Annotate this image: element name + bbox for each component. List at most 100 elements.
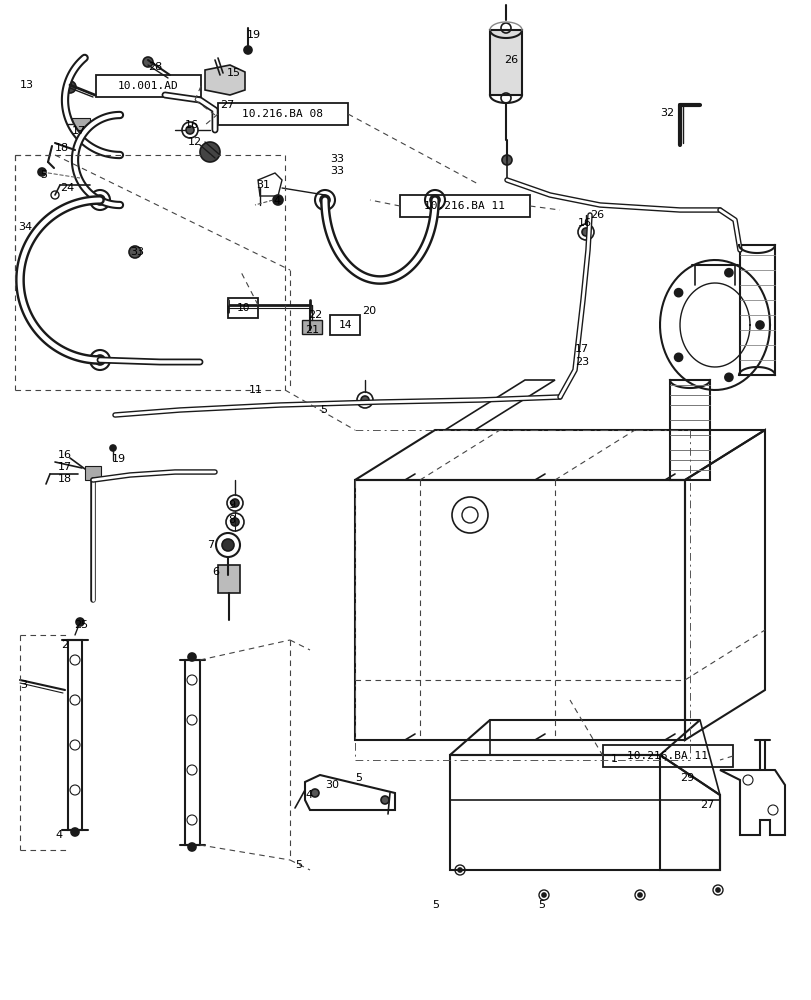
Text: 27: 27 — [699, 800, 714, 810]
Circle shape — [674, 289, 682, 297]
Text: 5: 5 — [431, 900, 439, 910]
Text: 26: 26 — [504, 55, 517, 65]
Text: 11: 11 — [249, 385, 263, 395]
Text: 30: 30 — [324, 780, 338, 790]
Circle shape — [64, 81, 76, 93]
Bar — [302, 320, 322, 334]
Text: 19: 19 — [247, 30, 261, 40]
Circle shape — [320, 195, 329, 205]
Circle shape — [311, 789, 319, 797]
Text: 18: 18 — [55, 143, 69, 153]
Polygon shape — [204, 65, 245, 95]
Circle shape — [95, 355, 105, 365]
Circle shape — [380, 796, 388, 804]
Text: 16: 16 — [185, 120, 199, 130]
Text: 7: 7 — [207, 540, 214, 550]
Circle shape — [501, 155, 512, 165]
Circle shape — [188, 653, 195, 661]
Text: 17: 17 — [58, 462, 72, 472]
Text: 12: 12 — [188, 137, 202, 147]
Text: 14: 14 — [338, 320, 351, 330]
Bar — [96, 75, 201, 97]
Circle shape — [272, 195, 283, 205]
Text: 16: 16 — [58, 450, 72, 460]
Circle shape — [457, 868, 461, 872]
Circle shape — [306, 326, 314, 334]
Text: 25: 25 — [74, 620, 88, 630]
Circle shape — [715, 888, 719, 892]
Text: 15: 15 — [227, 68, 241, 78]
Circle shape — [755, 321, 763, 329]
Text: 19: 19 — [112, 454, 126, 464]
Text: 4: 4 — [55, 830, 62, 840]
Bar — [669, 380, 709, 480]
Circle shape — [361, 396, 368, 404]
Text: 24: 24 — [60, 183, 74, 193]
Text: 17: 17 — [574, 344, 589, 354]
Circle shape — [71, 828, 79, 836]
Bar — [228, 298, 258, 318]
Text: 10.001.AD: 10.001.AD — [118, 81, 178, 91]
Circle shape — [38, 168, 46, 176]
Text: 4: 4 — [305, 790, 311, 800]
Text: 31: 31 — [255, 180, 270, 190]
Circle shape — [243, 46, 251, 54]
Text: 20: 20 — [362, 306, 375, 316]
Text: 10.216.BA 11: 10.216.BA 11 — [424, 201, 505, 211]
Text: 5: 5 — [320, 405, 327, 415]
Circle shape — [76, 618, 84, 626]
Bar — [603, 745, 732, 767]
Bar — [739, 245, 774, 375]
Text: 8: 8 — [228, 515, 235, 525]
Bar — [72, 118, 90, 130]
Text: 16: 16 — [577, 218, 591, 228]
Text: 32: 32 — [659, 108, 673, 118]
Text: 34: 34 — [18, 222, 32, 232]
Circle shape — [188, 843, 195, 851]
Text: 33: 33 — [130, 247, 144, 257]
Bar — [489, 30, 521, 95]
Bar — [400, 195, 530, 217]
Text: 33: 33 — [329, 154, 344, 164]
Text: 9: 9 — [228, 500, 235, 510]
Text: 5: 5 — [354, 773, 362, 783]
Circle shape — [200, 142, 220, 162]
Text: 5: 5 — [294, 860, 302, 870]
Text: 1: 1 — [610, 754, 617, 764]
Text: 17: 17 — [72, 126, 86, 136]
Text: 21: 21 — [305, 325, 319, 335]
Text: 10: 10 — [236, 303, 250, 313]
Text: 18: 18 — [58, 474, 72, 484]
Circle shape — [230, 518, 238, 526]
Bar — [217, 103, 348, 125]
Circle shape — [230, 499, 238, 507]
Text: 22: 22 — [307, 310, 322, 320]
Circle shape — [129, 246, 141, 258]
Circle shape — [186, 126, 194, 134]
Bar — [85, 466, 101, 480]
Text: 26: 26 — [590, 210, 603, 220]
Text: 13: 13 — [20, 80, 34, 90]
Text: 10.216.BA 08: 10.216.BA 08 — [242, 109, 323, 119]
Text: 3: 3 — [20, 680, 27, 690]
Text: 28: 28 — [148, 62, 162, 72]
Circle shape — [143, 57, 152, 67]
Circle shape — [221, 539, 234, 551]
Circle shape — [541, 893, 545, 897]
Text: 33: 33 — [329, 166, 344, 176]
Text: 4: 4 — [272, 196, 280, 206]
Circle shape — [581, 228, 590, 236]
Text: 10.216.BA 11: 10.216.BA 11 — [627, 751, 708, 761]
Text: 29: 29 — [679, 773, 693, 783]
Text: 5: 5 — [538, 900, 544, 910]
Text: 2: 2 — [61, 640, 68, 650]
Circle shape — [95, 195, 105, 205]
Circle shape — [724, 373, 732, 381]
Text: 27: 27 — [220, 100, 234, 110]
Text: 23: 23 — [574, 357, 589, 367]
Circle shape — [637, 893, 642, 897]
Text: 6: 6 — [212, 567, 219, 577]
Circle shape — [724, 269, 732, 277]
Circle shape — [109, 445, 116, 451]
Bar — [329, 315, 359, 335]
